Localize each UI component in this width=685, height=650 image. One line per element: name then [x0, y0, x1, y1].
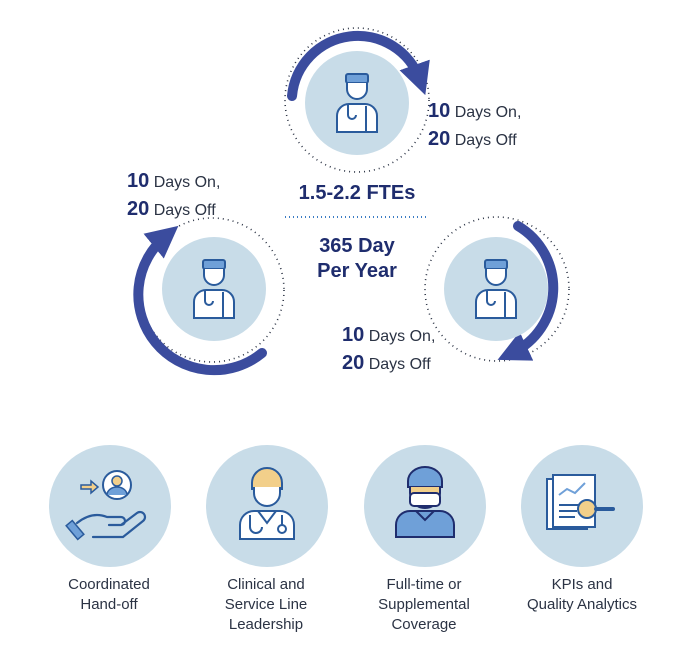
doctor-icon	[193, 259, 235, 319]
service-label-clinical: Clinical and Service Line Leadership	[191, 575, 341, 635]
service-label-line: Coordinated	[68, 576, 150, 593]
service-label-line: Leadership	[228, 616, 304, 633]
handoff-icon	[65, 470, 147, 541]
schedule-label-right: 10 Days On, 20 Days Off	[342, 322, 435, 378]
analytics-icon	[546, 474, 615, 530]
doctor-icon	[336, 73, 378, 133]
coverage-label: 365 Day Per Year	[277, 234, 437, 284]
service-label-line: KPIs and	[551, 576, 613, 593]
days-off-number: 20	[127, 198, 150, 220]
coverage-line-2: Per Year	[317, 260, 397, 282]
service-label-line: Clinical and	[227, 576, 305, 593]
service-label-coverage: Full-time or Supplemental Coverage	[349, 575, 499, 635]
service-label-line: Hand-off	[80, 596, 138, 613]
days-on-text: Days On,	[368, 328, 436, 345]
days-on-text: Days On,	[454, 104, 522, 121]
days-off-text: Days Off	[454, 132, 517, 149]
service-label-kpis: KPIs and Quality Analytics	[507, 575, 657, 615]
rotation-right-arrow	[497, 221, 559, 361]
service-circle-analytics	[521, 445, 643, 567]
service-circle-clinician	[206, 445, 328, 567]
rotation-top-arrow	[287, 30, 430, 101]
days-on-text: Days On,	[153, 174, 221, 191]
service-label-line: Quality Analytics	[526, 596, 638, 613]
service-label-line: Supplemental	[378, 596, 470, 613]
rotation-left-arrow	[133, 225, 267, 376]
days-off-number: 20	[428, 128, 451, 150]
service-circle-handoff	[49, 445, 171, 567]
ftes-label: 1.5-2.2 FTEs	[298, 182, 416, 204]
service-label-line: Coverage	[391, 616, 457, 633]
coverage-line-1: 365 Day	[319, 235, 395, 257]
schedule-label-top: 10 Days On, 20 Days Off	[428, 98, 521, 154]
days-on-number: 10	[428, 100, 451, 122]
service-circle-surgeon	[364, 445, 486, 567]
days-on-number: 10	[127, 170, 150, 192]
days-off-text: Days Off	[368, 356, 431, 373]
rotation-right-dotted-ring	[424, 216, 570, 362]
service-label-line: Full-time or	[386, 576, 462, 593]
days-off-text: Days Off	[153, 202, 216, 219]
surgeon-icon	[395, 466, 455, 538]
days-on-number: 10	[342, 324, 365, 346]
service-label-line: Service Line	[224, 596, 308, 613]
service-label-handoff: Coordinated Hand-off	[34, 575, 184, 615]
clinician-icon	[239, 467, 295, 540]
doctor-icon	[475, 259, 517, 319]
days-off-number: 20	[342, 352, 365, 374]
schedule-label-left: 10 Days On, 20 Days Off	[127, 168, 220, 224]
rotation-top-dotted-ring	[284, 27, 430, 173]
